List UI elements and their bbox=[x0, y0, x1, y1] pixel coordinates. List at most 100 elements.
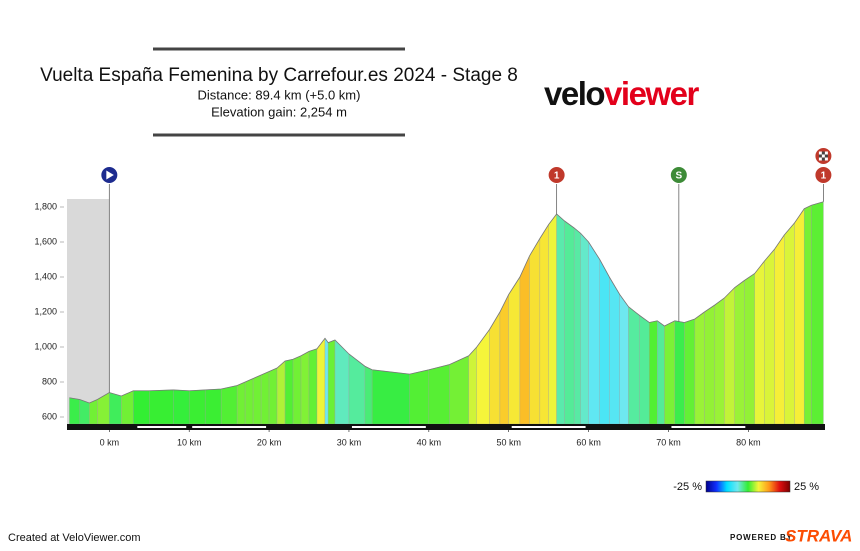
marker-icon bbox=[814, 166, 833, 184]
neutral-zone bbox=[67, 199, 110, 424]
profile-segment bbox=[489, 311, 501, 425]
y-tick-label: 600 bbox=[42, 411, 57, 421]
profile-segment bbox=[564, 220, 575, 425]
finish-flag-square bbox=[824, 154, 828, 158]
marker-label: S bbox=[675, 171, 682, 182]
profile-segment bbox=[334, 339, 350, 425]
profile-segment bbox=[684, 318, 695, 425]
x-tick-label: 70 km bbox=[656, 437, 681, 447]
logo-part: viewer bbox=[604, 75, 699, 112]
marker-icon bbox=[669, 166, 688, 184]
y-tick-label: 1,800 bbox=[34, 201, 57, 211]
powered-by: POWERED BY bbox=[730, 533, 793, 542]
profile-segment bbox=[308, 348, 318, 425]
y-tick-label: 1,200 bbox=[34, 306, 57, 316]
profile-segment bbox=[109, 392, 122, 425]
profile-segment bbox=[529, 237, 541, 425]
x-tick-label: 10 km bbox=[177, 437, 202, 447]
profile-segment bbox=[724, 287, 735, 425]
profile-segment bbox=[468, 346, 477, 425]
x-tick-label: 0 km bbox=[100, 437, 120, 447]
x-tick-label: 50 km bbox=[496, 437, 521, 447]
profile-segment bbox=[574, 227, 581, 425]
profile-segment bbox=[499, 294, 509, 425]
profile-segment bbox=[609, 276, 620, 425]
profile-segment bbox=[324, 337, 329, 425]
profile-segment bbox=[221, 385, 238, 425]
profile-segment bbox=[754, 260, 765, 425]
profile-segment bbox=[252, 374, 262, 425]
profile-segment bbox=[292, 355, 302, 425]
profile-segment bbox=[674, 320, 685, 425]
finish-flag-square bbox=[824, 157, 828, 161]
profile-segment bbox=[89, 399, 98, 425]
strava-brand: STRAVA bbox=[785, 526, 852, 545]
profile-segment bbox=[316, 337, 326, 425]
profile-segment bbox=[189, 389, 206, 425]
profile-segment bbox=[764, 248, 775, 425]
finish-flag-square bbox=[821, 151, 825, 155]
profile-outline bbox=[69, 201, 824, 404]
profile-segment bbox=[173, 389, 190, 425]
profile-segment bbox=[657, 320, 665, 425]
profile-segment bbox=[236, 381, 246, 425]
profile-segment bbox=[794, 208, 805, 425]
legend-min-label: -25 % bbox=[673, 481, 702, 493]
profile-segment bbox=[268, 367, 278, 425]
profile-segment bbox=[664, 320, 675, 425]
play-icon bbox=[106, 170, 114, 180]
profile-segment bbox=[409, 369, 429, 425]
profile-segment bbox=[121, 390, 134, 425]
legend-max-label: 25 % bbox=[794, 481, 819, 493]
footer-credit: Created at VeloViewer.com bbox=[8, 532, 140, 544]
profile-segment bbox=[519, 255, 530, 425]
x-tick-label: 60 km bbox=[576, 437, 601, 447]
x-tick-label: 80 km bbox=[736, 437, 761, 447]
profile-segment bbox=[744, 273, 755, 425]
profile-segment bbox=[811, 201, 824, 425]
profile-segment bbox=[328, 339, 336, 425]
plot: 600 800 1,000 1,200 1,400 1,600 1,800 0 km 10 km… bbox=[34, 148, 833, 493]
finish-flag-square bbox=[818, 157, 822, 161]
profile-segment bbox=[804, 205, 812, 425]
legend-bar bbox=[705, 480, 791, 493]
chart-title: Vuelta España Femenina by Carrefour.es 2… bbox=[40, 65, 518, 86]
logo: veloviewer bbox=[544, 75, 699, 112]
profile-segment bbox=[276, 360, 286, 425]
profile-segment bbox=[694, 311, 705, 425]
marker-label: 1 bbox=[554, 171, 560, 182]
profile-segment bbox=[619, 294, 629, 425]
y-tick-label: 1,600 bbox=[34, 236, 57, 246]
y-tick-label: 1,400 bbox=[34, 271, 57, 281]
profile-segment bbox=[784, 222, 795, 425]
profile-segment bbox=[734, 280, 745, 425]
profile-segment bbox=[599, 259, 610, 425]
marker-icon bbox=[547, 166, 566, 184]
profile-segment bbox=[205, 388, 222, 425]
y-tick-label: 800 bbox=[42, 376, 57, 386]
profile-segment bbox=[300, 351, 310, 425]
profile-segment bbox=[548, 213, 557, 425]
subtitle: Distance: 89.4 km (+5.0 km) bbox=[198, 87, 361, 102]
finish-flag-square bbox=[818, 154, 822, 158]
profile-segment bbox=[284, 359, 294, 425]
profile-segment bbox=[628, 306, 640, 425]
profile-segment bbox=[149, 389, 174, 425]
profile-segment bbox=[539, 223, 549, 425]
profile-segment bbox=[639, 315, 650, 425]
finish-flag-square bbox=[821, 154, 825, 158]
profile-segment bbox=[774, 234, 785, 425]
x-tick-label: 30 km bbox=[337, 437, 362, 447]
finish-flag-square bbox=[821, 157, 825, 161]
marker-label: 1 bbox=[821, 171, 827, 182]
x-tick-label: 20 km bbox=[257, 437, 282, 447]
x-axis-bar bbox=[67, 424, 825, 430]
profile-segment bbox=[580, 232, 589, 425]
profile-segment bbox=[133, 390, 150, 425]
profile-segment bbox=[556, 213, 565, 425]
profile-segment bbox=[69, 397, 80, 425]
profile-segment bbox=[79, 399, 90, 425]
profile-segment bbox=[260, 371, 270, 425]
finish-flag-square bbox=[818, 151, 822, 155]
